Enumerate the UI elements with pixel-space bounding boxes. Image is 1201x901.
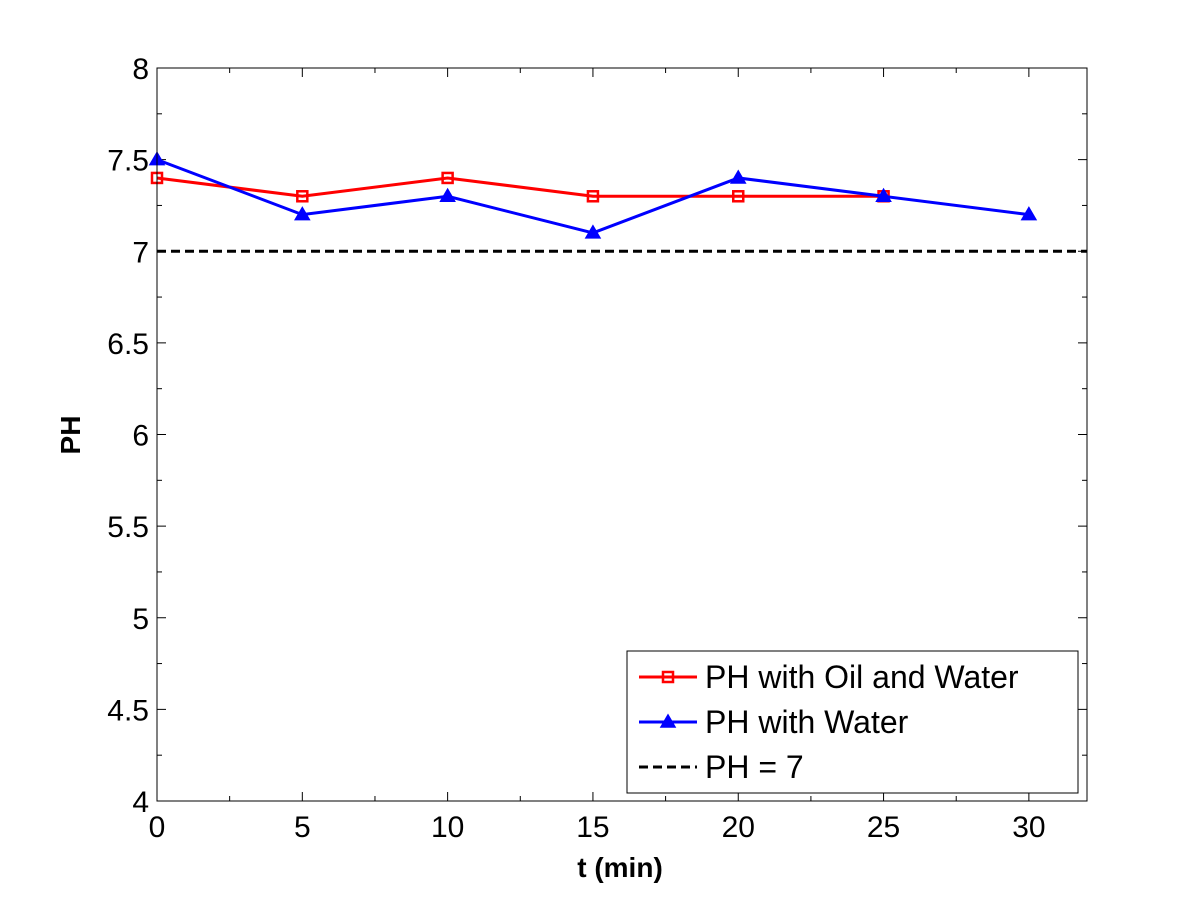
- y-tick-label: 8: [132, 53, 149, 86]
- legend-item: PH = 7: [639, 749, 804, 785]
- legend-marker: [661, 670, 675, 684]
- x-tick-label: 25: [867, 811, 900, 844]
- y-axis-label: PH: [55, 416, 86, 455]
- data-point: [294, 206, 311, 221]
- data-point: [586, 190, 600, 203]
- data-point: [729, 169, 747, 184]
- legend-label: PH = 7: [705, 749, 804, 785]
- data-point: [732, 190, 745, 203]
- data-point: [296, 190, 309, 203]
- y-tick-label: 4.5: [107, 694, 149, 727]
- data-point: [584, 224, 602, 239]
- x-tick-label: 10: [431, 811, 464, 844]
- legend: PH with Oil and Water PH with Water PH = 7: [626, 650, 1079, 794]
- y-tick-label: 7: [132, 236, 149, 269]
- legend-label: PH with Oil and Water: [705, 659, 1019, 695]
- y-tick-label: 5: [132, 603, 149, 636]
- legend-box: [626, 650, 1079, 794]
- legend-marker: [659, 713, 677, 728]
- plot-frame: [156, 67, 1088, 802]
- data-point: [441, 171, 454, 185]
- x-tick-label: 20: [722, 811, 755, 844]
- series-line: [156, 176, 884, 198]
- legend-item: PH with Water: [639, 704, 909, 740]
- y-tick-label: 7.5: [107, 145, 149, 178]
- legend-label: PH with Water: [705, 704, 909, 740]
- y-tick-label: 6: [132, 420, 149, 453]
- y-tick-label: 4: [132, 786, 149, 819]
- x-tick-label: 0: [149, 811, 166, 844]
- x-axis-label: t (min): [577, 852, 663, 883]
- x-tick-label: 15: [576, 811, 609, 844]
- x-tick-label: 30: [1012, 811, 1045, 844]
- data-point: [439, 187, 456, 203]
- data-point: [875, 187, 892, 203]
- data-point: [1020, 206, 1038, 221]
- x-tick-label: 5: [294, 811, 311, 844]
- legend-item: PH with Oil and Water: [639, 659, 1019, 695]
- tick-labels: 0 5 10 15 20 25 30 4 4.5 5 5.5 6 6.5 7 7.5 8: [107, 53, 1045, 844]
- y-tick-label: 5.5: [107, 511, 149, 544]
- y-tick-label: 6.5: [107, 328, 149, 361]
- axis-ticks: [156, 67, 1087, 802]
